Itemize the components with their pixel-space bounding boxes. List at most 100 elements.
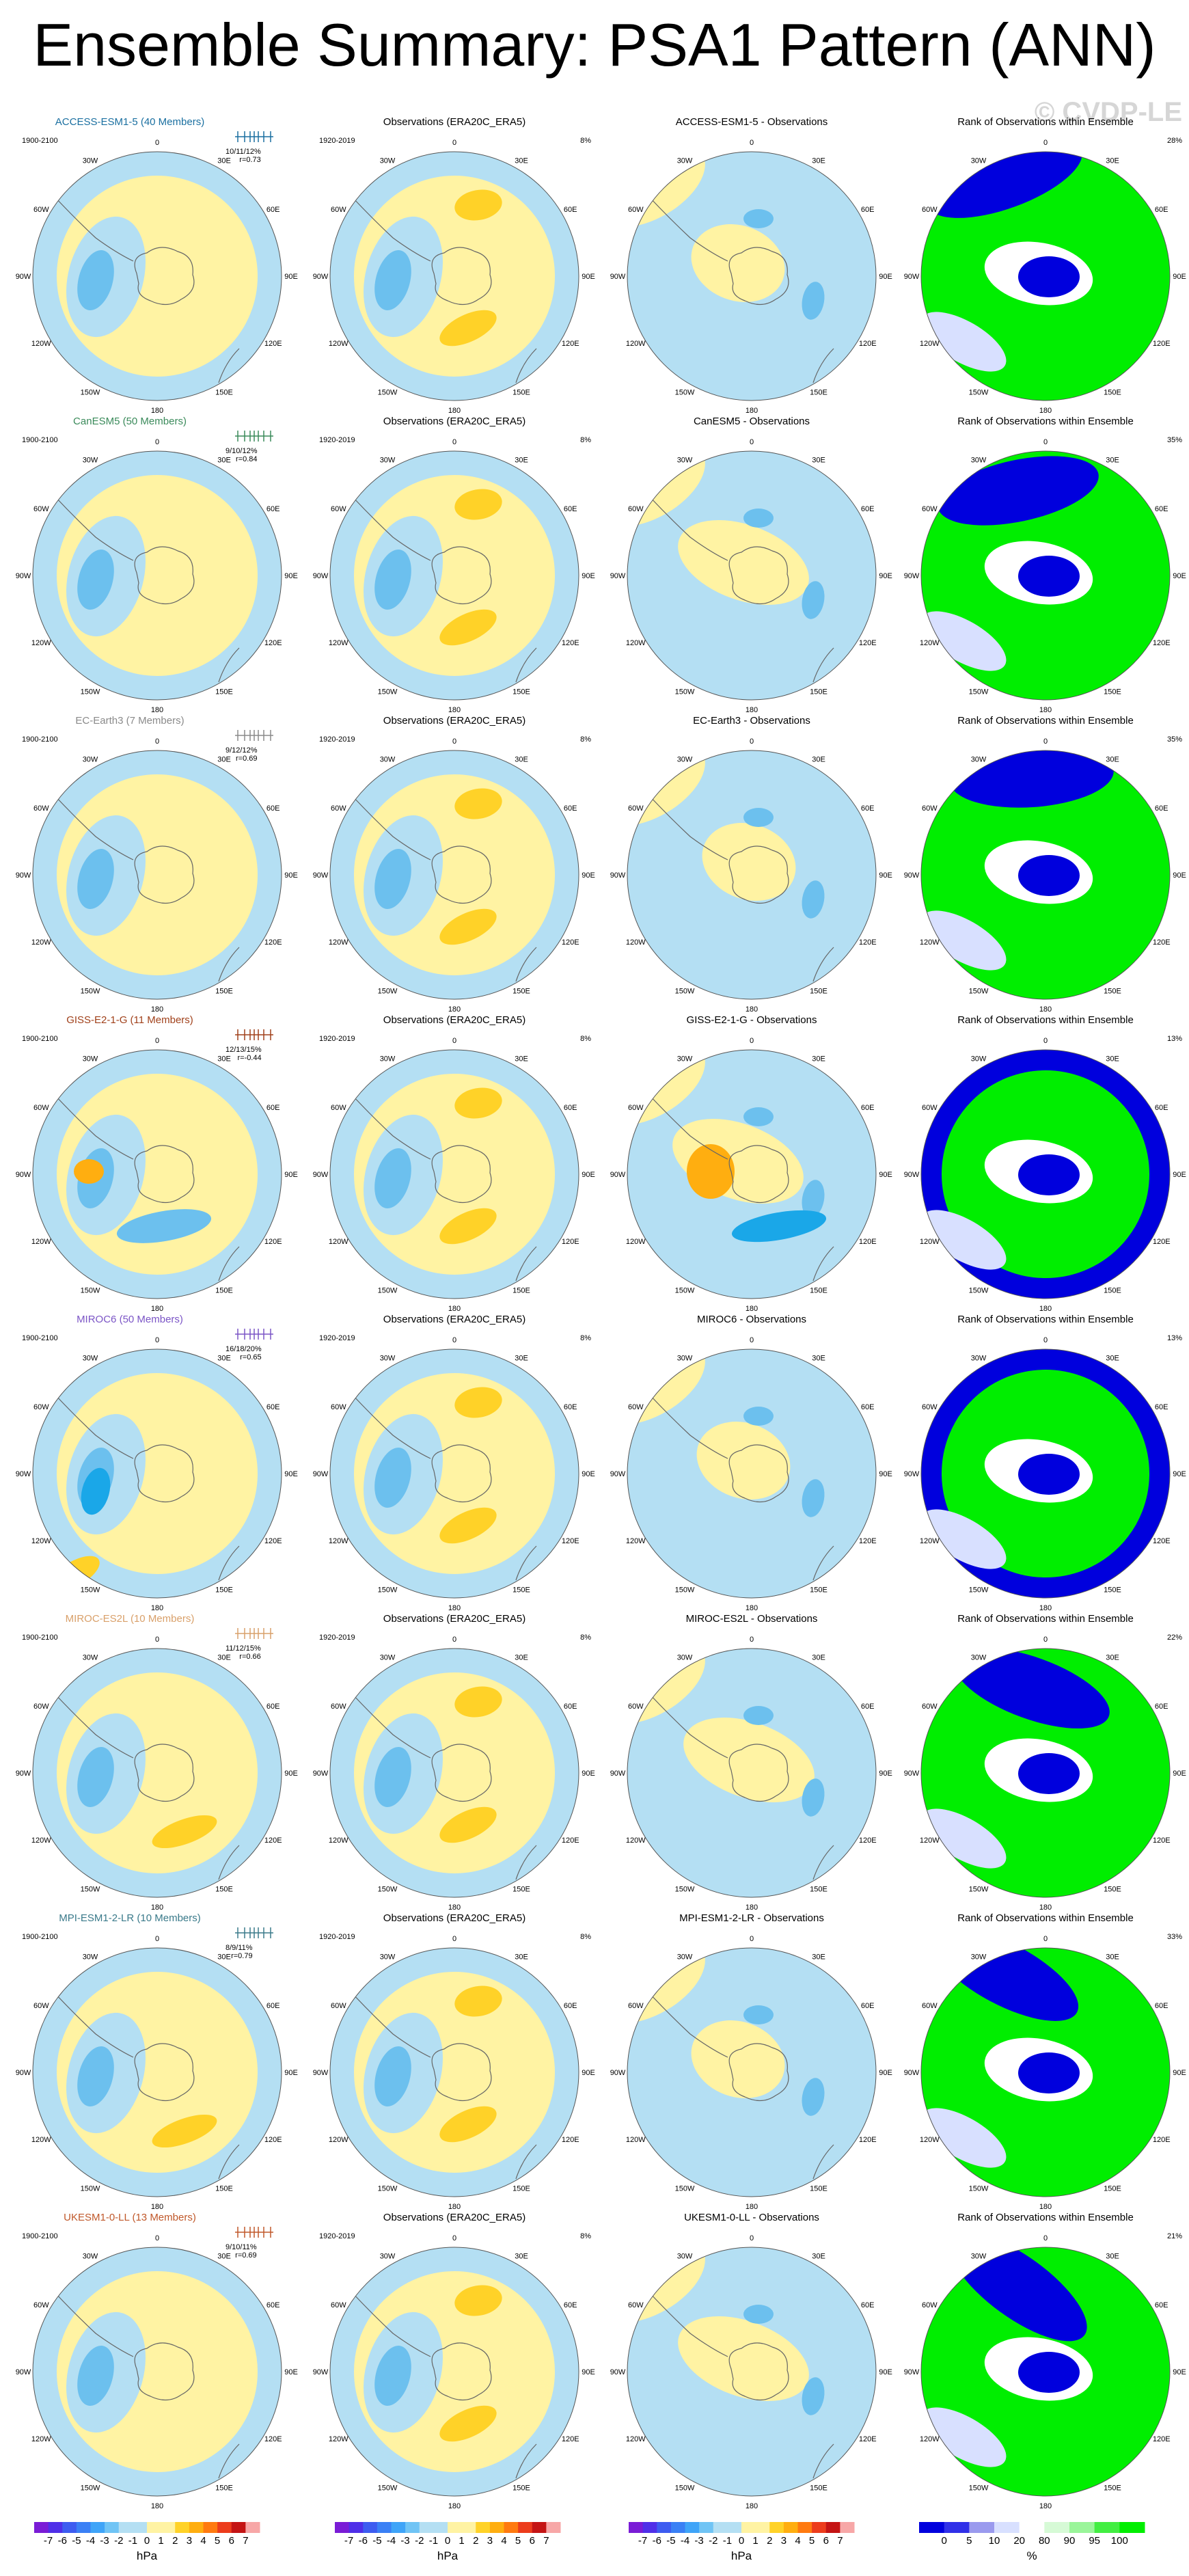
colorbar-tick-label: 2 — [767, 2535, 772, 2547]
australia-coastline — [218, 647, 240, 683]
polar-map: 0 30E 60E 90E 120E 150E 180 150W 120W 90W 60W 30W — [610, 737, 892, 1014]
colorbar-swatch — [133, 2522, 148, 2533]
rank-panel: 0 30E 60E 90E 120E 150E 180 150W 120W 90W 60W 30W Ra… — [902, 1912, 1189, 2212]
lon-label: 120E — [562, 1537, 579, 1545]
lon-label: 150E — [215, 2484, 233, 2493]
lon-label: 0 — [750, 1636, 754, 1644]
lon-label: 60E — [564, 1403, 577, 1411]
lon-label: 180 — [1039, 2502, 1052, 2510]
colorbar-swatches: -7 -6 -5 -4 -3 -2 -1 0 1 2 3 4 5 6 7 — [335, 2522, 561, 2547]
colorbar-tick-label: 95 — [1089, 2535, 1100, 2547]
lon-label: 60E — [861, 505, 875, 513]
lon-label: 30E — [812, 755, 825, 763]
difference-panel: 0 30E 60E 90E 120E 150E 180 150W 120W 90W 60W 30W UK… — [608, 2212, 895, 2511]
observations-title: Observations (ERA20C_ERA5) — [383, 1314, 526, 1325]
map-border — [627, 1947, 877, 2197]
lon-label: 90W — [610, 1770, 626, 1778]
lon-label: 0 — [155, 1037, 159, 1045]
colorbar-tick-label: 6 — [530, 2535, 535, 2547]
colorbar-swatch — [994, 2522, 1020, 2533]
lon-label: 60W — [628, 1403, 644, 1411]
map-border — [329, 2247, 579, 2497]
australia-coastline — [812, 647, 834, 683]
lon-label: 60W — [922, 2002, 938, 2010]
lon-label: 90E — [1173, 871, 1186, 880]
negative-center — [802, 282, 825, 320]
lon-label: 120E — [1153, 639, 1171, 647]
rank-blue-core — [1018, 1753, 1080, 1794]
observations-pct: 8% — [580, 735, 591, 744]
australia-coastline — [812, 2443, 834, 2479]
rank-blue-region — [927, 152, 1082, 218]
model-title: CanESM5 (50 Members) — [73, 416, 187, 427]
antarctica-coastline — [728, 546, 789, 605]
observations-period: 1920-2019 — [319, 1035, 355, 1043]
polar-map: 0 30E 60E 90E 120E 150E 180 150W 120W 90W 60W 30W — [313, 2234, 595, 2510]
lon-label: 150W — [378, 1886, 398, 1894]
lon-label: 120W — [626, 2435, 646, 2443]
lon-label: 60E — [1155, 206, 1168, 214]
lon-label: 30E — [1106, 1953, 1119, 1961]
colorbar-swatch — [783, 2522, 799, 2533]
positive-center — [454, 1686, 502, 1718]
model-stats: 9/10/12% r=0.84 — [226, 447, 257, 463]
lon-label: 90W — [610, 1171, 626, 1179]
colorbar-swatch — [1069, 2522, 1095, 2533]
rank-panel: 0 30E 60E 90E 120E 150E 180 150W 120W 90W 60W 30W Ra… — [902, 1014, 1189, 1314]
lon-label: 0 — [750, 737, 754, 746]
negative-center — [743, 1706, 774, 1725]
lon-label: 30E — [1106, 755, 1119, 763]
australia-coastline — [218, 1246, 240, 1282]
lon-label: 120E — [859, 2136, 877, 2144]
colorbar-tick-label: -4 — [681, 2535, 689, 2547]
rank-pct: 35% — [1166, 735, 1182, 744]
antarctica-coastline — [134, 1444, 195, 1503]
antarctica-coastline — [431, 2342, 492, 2401]
colorbar-tick-label: -1 — [723, 2535, 732, 2547]
colorbar-swatch — [642, 2522, 657, 2533]
lon-label: 60W — [922, 804, 938, 813]
lon-label: 150E — [512, 688, 530, 696]
map-border — [32, 2247, 282, 2497]
lon-label: 30E — [217, 456, 231, 464]
lon-label: 30W — [677, 456, 693, 464]
antarctica-coastline — [728, 1145, 789, 1204]
lon-label: 90W — [313, 273, 329, 281]
lon-label: 90E — [284, 1171, 298, 1179]
antarctica-coastline — [431, 247, 492, 306]
lon-label: 180 — [746, 2502, 758, 2510]
colorbar-tick-label: 0 — [739, 2535, 744, 2547]
south-america-coastline — [54, 1992, 134, 2058]
model-row: 0 30E 60E 90E 120E 150E 180 150W 120W 90W 60W 30W Ca… — [0, 416, 1189, 715]
south-america-coastline — [648, 795, 728, 860]
lon-label: 90E — [879, 572, 892, 580]
lon-label: 0 — [1043, 2234, 1048, 2242]
australia-coastline — [515, 348, 537, 383]
lon-label: 90E — [284, 871, 298, 880]
lon-label: 120W — [329, 1836, 348, 1845]
south-america-coastline — [54, 1094, 134, 1160]
lon-label: 180 — [1039, 1903, 1052, 1912]
map-border — [329, 151, 579, 401]
model-panel: 0 30E 60E 90E 120E 150E 180 150W 120W 90W 60W 30W MP… — [14, 1912, 301, 2212]
south-america-coastline — [648, 1394, 728, 1459]
map-border — [920, 151, 1171, 401]
lon-label: 120W — [920, 1537, 940, 1545]
lon-label: 60E — [861, 2301, 875, 2309]
lon-label: 60W — [922, 1104, 938, 1112]
lon-label: 90E — [582, 273, 595, 281]
lon-label: 0 — [1043, 139, 1048, 147]
rank-pct: 33% — [1166, 1933, 1182, 1941]
lon-label: 90W — [904, 572, 920, 580]
lon-label: 120E — [1153, 2435, 1171, 2443]
lon-label: 150W — [675, 1586, 695, 1595]
colorbar-swatch — [335, 2522, 350, 2533]
lon-label: 30W — [677, 157, 693, 165]
lon-label: 120W — [920, 1238, 940, 1246]
negative-center — [731, 1210, 827, 1243]
lon-label: 30W — [83, 2252, 98, 2260]
colorbar-tick-label: 1 — [158, 2535, 163, 2547]
lon-label: 150E — [810, 2185, 828, 2193]
colorbar-swatch — [245, 2522, 260, 2533]
colorbar-swatch — [175, 2522, 190, 2533]
